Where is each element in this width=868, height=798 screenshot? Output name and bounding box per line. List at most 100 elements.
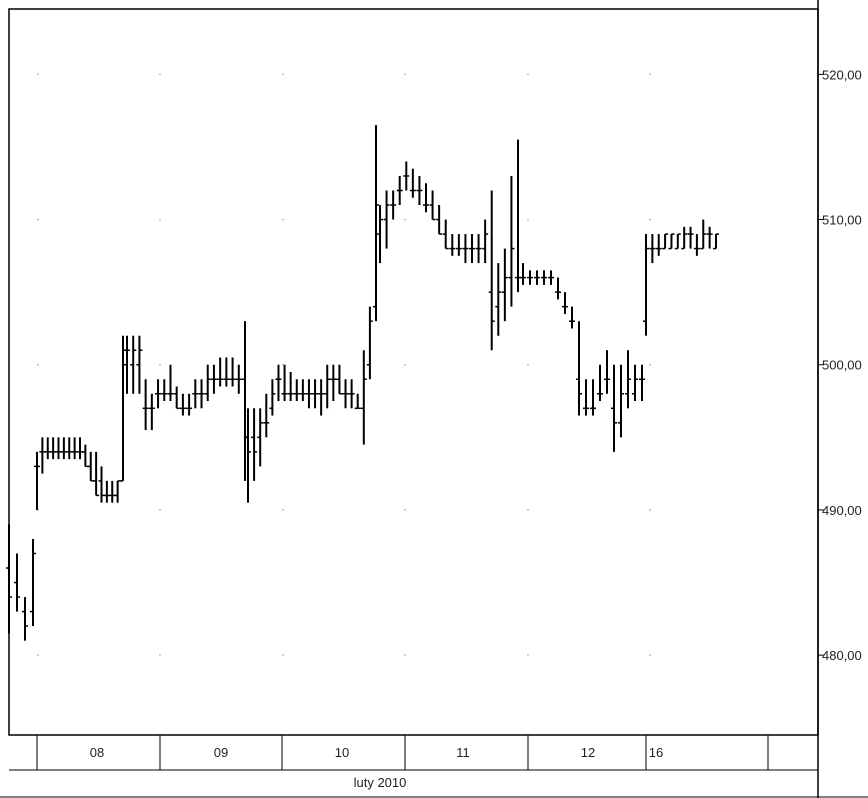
plot-frame: [8, 8, 819, 736]
ohlc-bar: [299, 379, 306, 402]
ohlc-bar: [687, 226, 694, 249]
ohlc-bar: [39, 437, 46, 474]
ohlc-bar: [625, 350, 631, 409]
ohlc-bar: [681, 226, 688, 250]
ohlc-bar: [562, 292, 568, 314]
ohlc-bar: [198, 379, 205, 409]
x-tick-label: 12: [581, 745, 595, 760]
ohlc-bar: [120, 335, 126, 482]
ohlc-bar: [548, 270, 554, 285]
y-tick-label: 480,00: [822, 648, 862, 663]
ohlc-bar: [515, 139, 521, 293]
ohlc-bar: [360, 350, 367, 445]
plot-grid: [37, 73, 651, 657]
ohlc-bar: [14, 553, 20, 612]
grid-dot: [527, 654, 529, 657]
ohlc-bar: [204, 364, 211, 402]
ohlc-bar: [700, 219, 707, 250]
ohlc-bar: [192, 379, 199, 409]
ohlc-bar: [281, 364, 288, 402]
grid-dot: [159, 363, 161, 366]
grid-dot: [404, 363, 406, 366]
grid-dot: [527, 73, 529, 76]
ohlc-bar: [167, 364, 174, 402]
ohlc-bar: [342, 379, 349, 409]
ohlc-bar: [403, 161, 410, 191]
ohlc-bar: [217, 357, 224, 387]
ohlc-bar: [655, 234, 662, 256]
ohlc-bar: [245, 408, 251, 503]
ohlc-bar: [142, 379, 149, 431]
grid-dot: [282, 654, 284, 657]
grid-dot: [649, 73, 651, 76]
grid-dot: [159, 218, 161, 221]
ohlc-bar: [618, 364, 624, 438]
grid-dot: [527, 363, 529, 366]
ohlc-bar: [520, 263, 526, 285]
ohlc-bar: [293, 379, 300, 402]
ohlc-bar: [643, 234, 649, 336]
ohlc-bar: [330, 364, 337, 402]
ohlc-bar: [173, 386, 180, 410]
ohlc-bar: [34, 451, 40, 510]
ohlc-bar: [186, 393, 193, 416]
ohlc-bar: [429, 190, 436, 221]
ohlc-bar: [508, 175, 515, 307]
x-tick-label: 08: [90, 745, 104, 760]
ohlc-bar: [604, 350, 610, 394]
ohlc-bar: [44, 437, 51, 460]
ohlc-bar: [449, 234, 456, 256]
ohlc-bar: [590, 379, 596, 416]
ohlc-bar: [632, 364, 638, 402]
ohlc-bar: [50, 437, 57, 460]
ohlc-bar: [269, 379, 276, 416]
ohlc-bar: [124, 335, 130, 394]
grid-dot: [37, 73, 39, 76]
ohlc-bar: [318, 379, 325, 416]
ohlc-bar: [597, 364, 603, 402]
ohlc-bar: [488, 190, 495, 351]
ohlc-bar: [495, 263, 502, 336]
y-tick-label: 500,00: [822, 358, 862, 373]
ohlc-bar: [475, 234, 482, 264]
ohlc-bar: [541, 270, 547, 285]
ohlc-bar: [423, 183, 429, 213]
y-tick-label: 520,00: [822, 67, 862, 82]
ohlc-bar: [336, 364, 343, 395]
grid-dot: [527, 218, 529, 221]
grid-dot: [282, 218, 284, 221]
grid-dot: [37, 218, 39, 221]
ohlc-bar: [662, 233, 669, 250]
grid-dot: [159, 73, 161, 76]
grid-dot: [649, 218, 651, 221]
ohlc-bar: [223, 357, 230, 387]
ohlc-bar: [93, 451, 100, 497]
price-axis: 520,00 510,00 500,00 490,00 480,00: [817, 0, 862, 798]
ohlc-bar: [179, 393, 186, 416]
ohlc-bar: [583, 379, 589, 416]
ohlc-bar: [30, 538, 36, 627]
ohlc-bar: [527, 270, 533, 285]
ohlc-bar: [60, 437, 67, 460]
ohlc-bar: [469, 234, 475, 264]
grid-dot: [649, 654, 651, 657]
ohlc-bar: [348, 379, 355, 409]
ohlc-bar: [713, 233, 719, 250]
ohlc-bar: [455, 234, 462, 256]
ohlc-bar: [324, 364, 331, 409]
grid-dot: [649, 363, 651, 366]
ohlc-bar: [377, 205, 383, 264]
grid-dot: [159, 509, 161, 511]
ohlc-bar: [114, 480, 121, 503]
ohlc-bar: [257, 408, 264, 467]
ohlc-bars: [6, 125, 719, 641]
ohlc-bar: [668, 233, 675, 250]
ohlc-bar: [436, 205, 443, 235]
ohlc-bar: [555, 277, 561, 300]
x-tick-label: 10: [335, 745, 349, 760]
grid-dot: [649, 509, 651, 511]
ohlc-bar: [136, 335, 143, 394]
month-label: luty 2010: [354, 775, 407, 790]
ohlc-bar: [148, 393, 155, 431]
